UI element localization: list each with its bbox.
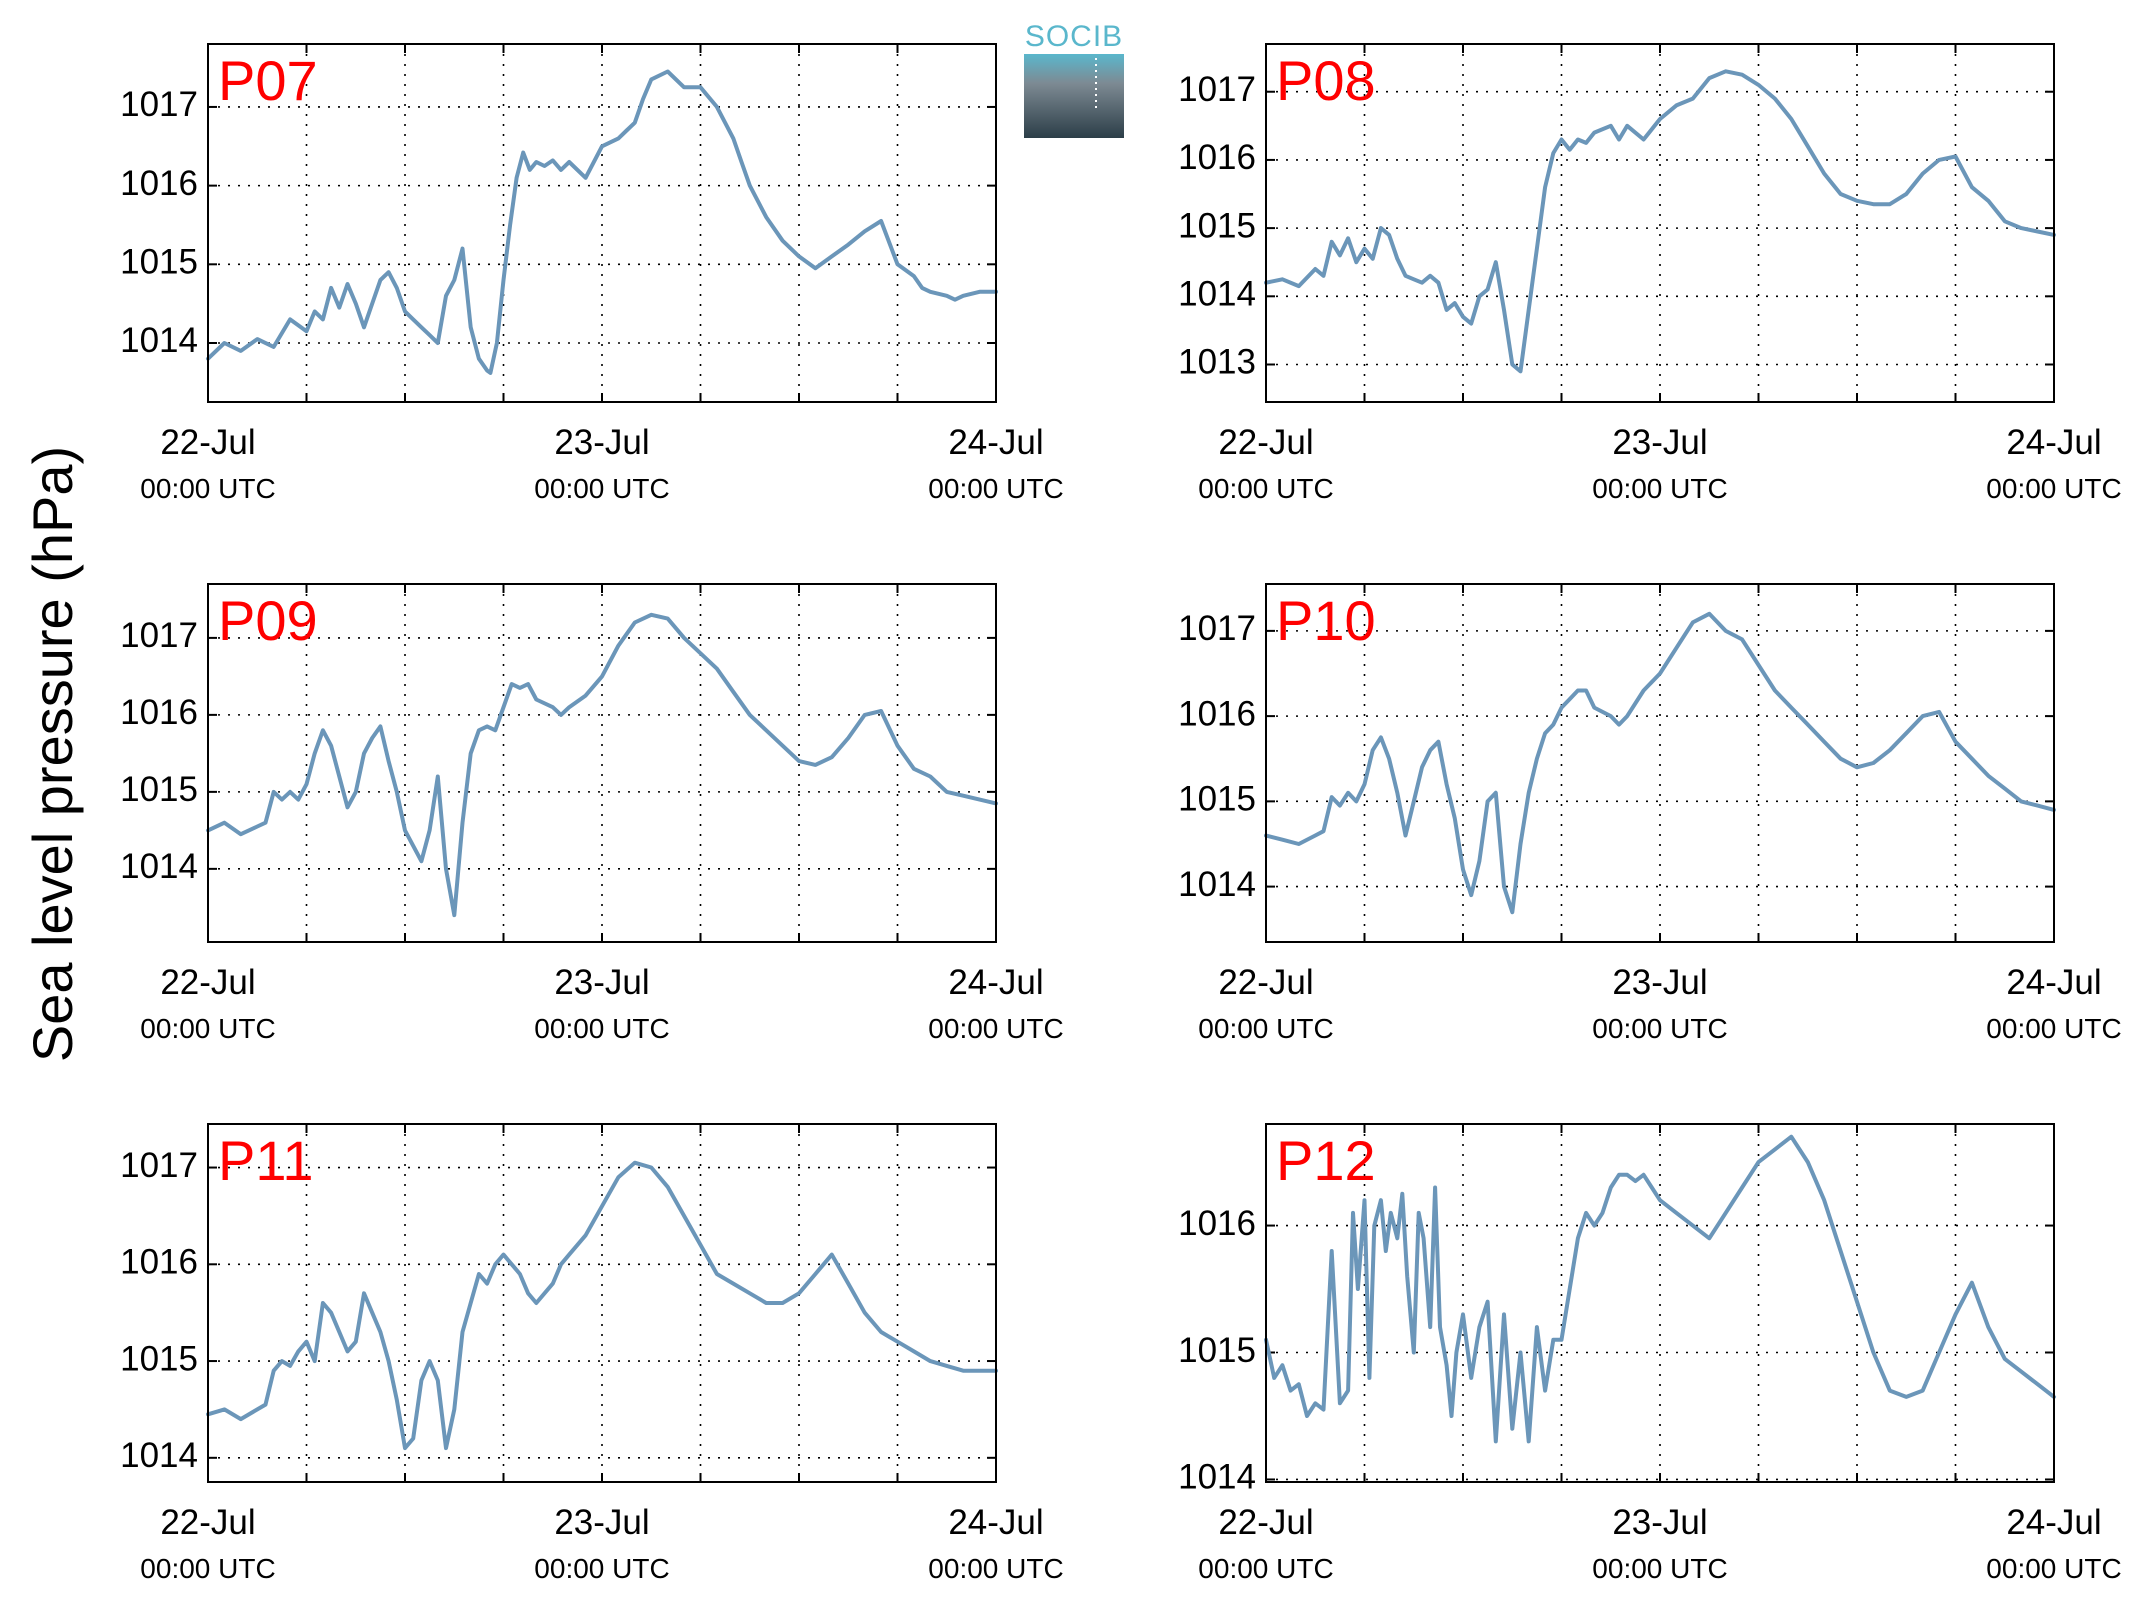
panel-label: P11 — [218, 1129, 313, 1192]
y-tick-label: 1017 — [120, 616, 198, 655]
y-tick-label: 1015 — [120, 770, 198, 809]
y-tick-label: 1013 — [1178, 343, 1256, 382]
y-tick-label: 1014 — [120, 847, 198, 886]
x-tick-label: 23-Jul — [1612, 423, 1707, 462]
y-tick-label: 1015 — [1178, 780, 1256, 819]
x-tick-label: 22-Jul — [160, 1503, 255, 1542]
socib-logo: SOCIB — [1024, 20, 1124, 138]
y-tick-label: 1014 — [120, 321, 198, 360]
x-tick-sublabel: 00:00 UTC — [1592, 1553, 1727, 1584]
panel-p12: 1014 1015 1016 22-Jul 00:00 UTC 23-Jul 00:00 U… — [1178, 1123, 2122, 1584]
y-tick-label: 1017 — [120, 85, 198, 124]
x-tick-label: 22-Jul — [160, 963, 255, 1002]
x-tick-label: 23-Jul — [1612, 963, 1707, 1002]
axis-frame — [1265, 583, 2055, 943]
panels-group: 1014 1015 1016 1017 22-Jul 00:00 UTC 23-Jul 00:… — [120, 43, 2122, 1584]
x-tick-sublabel: 00:00 UTC — [534, 473, 669, 504]
x-tick-sublabel: 00:00 UTC — [140, 1553, 275, 1584]
axis-frame — [207, 583, 997, 943]
x-tick-label: 23-Jul — [554, 423, 649, 462]
x-tick-label: 23-Jul — [554, 1503, 649, 1542]
x-tick-sublabel: 00:00 UTC — [1592, 473, 1727, 504]
x-tick-label: 24-Jul — [2006, 963, 2101, 1002]
x-tick-sublabel: 00:00 UTC — [928, 1013, 1063, 1044]
x-tick-sublabel: 00:00 UTC — [928, 1553, 1063, 1584]
x-tick-label: 22-Jul — [1218, 1503, 1313, 1542]
series-line — [1264, 69, 2056, 374]
panel-label: P08 — [1276, 49, 1376, 112]
panel-label: P12 — [1276, 1129, 1376, 1192]
axis-frame — [207, 1123, 997, 1483]
series-line — [206, 69, 998, 375]
y-tick-label: 1016 — [1178, 694, 1256, 733]
x-tick-label: 22-Jul — [1218, 423, 1313, 462]
series-line — [206, 1160, 998, 1451]
x-tick-sublabel: 00:00 UTC — [928, 473, 1063, 504]
logo-block — [1024, 54, 1124, 138]
x-tick-label: 23-Jul — [1612, 1503, 1707, 1542]
x-tick-sublabel: 00:00 UTC — [1986, 473, 2121, 504]
axis-frame — [207, 43, 997, 403]
x-tick-sublabel: 00:00 UTC — [534, 1553, 669, 1584]
y-tick-label: 1015 — [1178, 1331, 1256, 1370]
y-tick-label: 1016 — [120, 1243, 198, 1282]
x-tick-sublabel: 00:00 UTC — [1198, 1553, 1333, 1584]
logo-text: SOCIB — [1025, 20, 1123, 53]
y-tick-label: 1014 — [1178, 1458, 1256, 1497]
plot-area — [208, 584, 996, 942]
y-tick-label: 1016 — [1178, 1204, 1256, 1243]
x-tick-sublabel: 00:00 UTC — [1198, 1013, 1333, 1044]
x-tick-label: 24-Jul — [948, 423, 1043, 462]
axis-frame — [1265, 1123, 2055, 1483]
plot-area — [208, 1124, 996, 1482]
plot-area — [1266, 584, 2054, 942]
x-tick-sublabel: 00:00 UTC — [1986, 1013, 2121, 1044]
x-tick-label: 24-Jul — [948, 1503, 1043, 1542]
y-tick-label: 1017 — [1178, 70, 1256, 109]
x-tick-label: 24-Jul — [2006, 423, 2101, 462]
panel-p08: 1013 1014 1015 1016 1017 22-Jul 00:00 UTC 23-Ju… — [1178, 43, 2122, 504]
y-tick-label: 1017 — [120, 1146, 198, 1185]
y-tick-label: 1014 — [1178, 275, 1256, 314]
y-tick-label: 1016 — [120, 164, 198, 203]
y-tick-label: 1015 — [120, 1339, 198, 1378]
panel-label: P07 — [218, 49, 318, 112]
panel-label: P09 — [218, 589, 318, 652]
x-tick-label: 24-Jul — [2006, 1503, 2101, 1542]
x-tick-sublabel: 00:00 UTC — [140, 473, 275, 504]
y-tick-label: 1016 — [120, 693, 198, 732]
axis-frame — [1265, 43, 2055, 403]
x-tick-label: 23-Jul — [554, 963, 649, 1002]
panel-p07: 1014 1015 1016 1017 22-Jul 00:00 UTC 23-Jul 00:… — [120, 43, 1064, 504]
x-tick-label: 24-Jul — [948, 963, 1043, 1002]
series-line — [1264, 1134, 2056, 1444]
x-tick-sublabel: 00:00 UTC — [534, 1013, 669, 1044]
plot-area — [1266, 44, 2054, 402]
series-line — [1264, 611, 2056, 915]
y-tick-label: 1015 — [120, 243, 198, 282]
panel-p09: 1014 1015 1016 1017 22-Jul 00:00 UTC 23-Jul 00:… — [120, 583, 1064, 1044]
x-tick-label: 22-Jul — [160, 423, 255, 462]
x-tick-sublabel: 00:00 UTC — [140, 1013, 275, 1044]
y-tick-label: 1016 — [1178, 138, 1256, 177]
y-tick-label: 1014 — [120, 1436, 198, 1475]
y-axis-label: Sea level pressure (hPa) — [21, 446, 84, 1062]
y-tick-label: 1017 — [1178, 609, 1256, 648]
y-tick-label: 1015 — [1178, 206, 1256, 245]
plot-area — [1266, 1124, 2054, 1482]
panel-p10: 1014 1015 1016 1017 22-Jul 00:00 UTC 23-Jul 00:… — [1178, 583, 2122, 1044]
x-tick-sublabel: 00:00 UTC — [1986, 1553, 2121, 1584]
panel-p11: 1014 1015 1016 1017 22-Jul 00:00 UTC 23-Jul 00:… — [120, 1123, 1064, 1584]
series-line — [206, 612, 998, 918]
x-tick-sublabel: 00:00 UTC — [1592, 1013, 1727, 1044]
y-tick-label: 1014 — [1178, 865, 1256, 904]
x-tick-sublabel: 00:00 UTC — [1198, 473, 1333, 504]
x-tick-label: 22-Jul — [1218, 963, 1313, 1002]
panel-label: P10 — [1276, 589, 1376, 652]
